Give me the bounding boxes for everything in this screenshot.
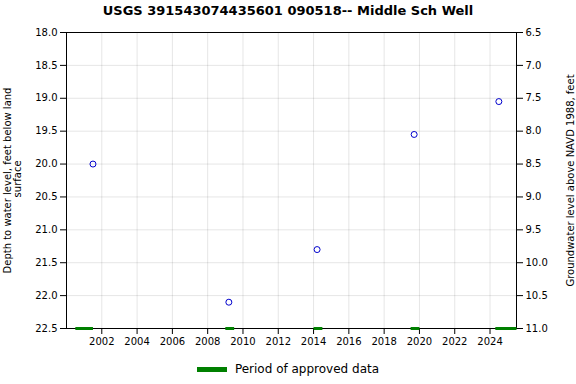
svg-text:22.0: 22.0 (35, 290, 57, 301)
svg-text:20.0: 20.0 (35, 158, 57, 169)
svg-text:21.5: 21.5 (35, 257, 57, 268)
svg-text:18.5: 18.5 (35, 60, 57, 71)
svg-text:2012: 2012 (266, 336, 291, 347)
svg-text:19.5: 19.5 (35, 125, 57, 136)
svg-text:2010: 2010 (230, 336, 255, 347)
svg-text:2014: 2014 (301, 336, 326, 347)
svg-text:9.5: 9.5 (526, 224, 542, 235)
svg-text:Depth to water level, feet bel: Depth to water level, feet below land su… (2, 88, 23, 274)
svg-text:2022: 2022 (442, 336, 467, 347)
svg-text:2024: 2024 (477, 336, 502, 347)
svg-text:10.0: 10.0 (526, 257, 548, 268)
html-text:Period of approved data: Period of approved data (234, 362, 380, 376)
svg-text:11.0: 11.0 (526, 323, 548, 334)
svg-text:2018: 2018 (371, 336, 396, 347)
svg-text:22.5: 22.5 (35, 323, 57, 334)
svg-text:2004: 2004 (124, 336, 149, 347)
svg-text:8.5: 8.5 (526, 158, 542, 169)
svg-text:9.0: 9.0 (526, 191, 542, 202)
svg-text:2002: 2002 (89, 336, 114, 347)
svg-text:18.0: 18.0 (35, 27, 57, 38)
svg-text:21.0: 21.0 (35, 224, 57, 235)
svg-text:2008: 2008 (195, 336, 220, 347)
svg-text:10.5: 10.5 (526, 290, 548, 301)
svg-text:7.0: 7.0 (526, 60, 542, 71)
svg-text:8.0: 8.0 (526, 125, 542, 136)
svg-text:19.0: 19.0 (35, 92, 57, 103)
svg-text:Groundwater level above NAVD 1: Groundwater level above NAVD 1988, feet (565, 74, 576, 286)
svg-text:2016: 2016 (336, 336, 361, 347)
svg-text:2006: 2006 (160, 336, 185, 347)
html-text:USGS 391543074435601 090518--: USGS 391543074435601 090518-- Middle Sch… (102, 3, 474, 18)
svg-text:20.5: 20.5 (35, 191, 57, 202)
svg-text:7.5: 7.5 (526, 92, 542, 103)
svg-text:6.5: 6.5 (526, 27, 542, 38)
svg-text:2020: 2020 (407, 336, 432, 347)
